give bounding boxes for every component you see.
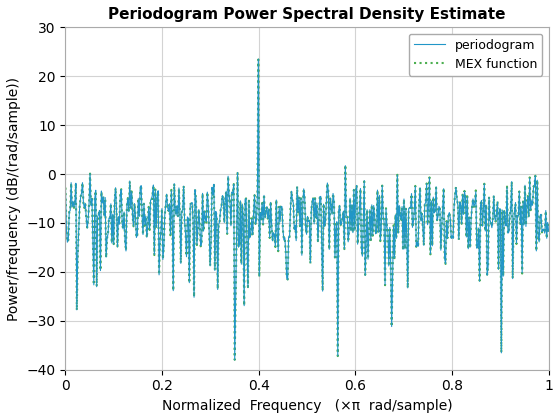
MEX function	[72, 199, 78, 204]
periodogram	[545, 228, 552, 234]
periodogram	[495, 267, 502, 272]
Line: MEX function: MEX function	[66, 60, 549, 360]
MEX function	[131, 201, 138, 206]
periodogram	[459, 192, 466, 197]
periodogram	[223, 189, 230, 194]
periodogram	[231, 357, 238, 362]
Title: Periodogram Power Spectral Density Estimate: Periodogram Power Spectral Density Estim…	[108, 7, 506, 22]
MEX function	[62, 185, 69, 190]
MEX function	[223, 189, 230, 194]
periodogram	[62, 185, 69, 190]
MEX function	[459, 192, 466, 197]
MEX function	[277, 218, 283, 223]
periodogram	[72, 199, 78, 204]
periodogram	[131, 201, 138, 206]
MEX function	[231, 357, 238, 362]
periodogram	[277, 219, 283, 224]
MEX function	[545, 229, 552, 234]
Legend: periodogram, MEX function: periodogram, MEX function	[409, 34, 543, 76]
Y-axis label: Power/frequency (dB/(rad/sample)): Power/frequency (dB/(rad/sample))	[7, 76, 21, 320]
MEX function	[495, 266, 502, 271]
Line: periodogram: periodogram	[66, 59, 549, 360]
X-axis label: Normalized  Frequency   (×π  rad/sample): Normalized Frequency (×π rad/sample)	[162, 399, 452, 413]
periodogram	[255, 57, 262, 62]
MEX function	[255, 57, 262, 62]
